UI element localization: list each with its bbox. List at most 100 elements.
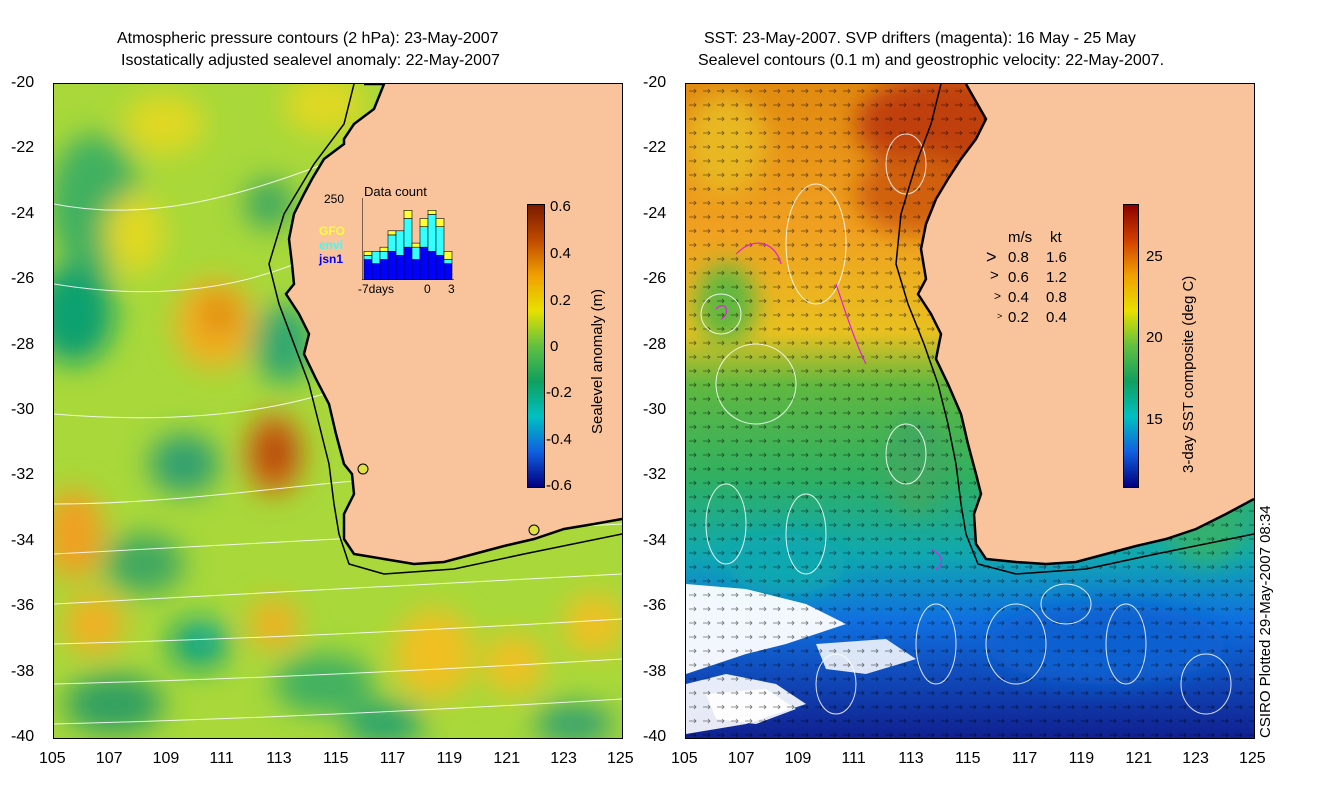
data-count-bar-envi: [371, 250, 381, 264]
data-count-bar-jsn1: [387, 250, 397, 280]
cbar-tick: -0.2: [546, 384, 572, 401]
lon-tick-label: 107: [95, 750, 123, 767]
anomaly-blobs: [54, 84, 622, 738]
data-count-bar-envi: [419, 226, 429, 248]
speed-kt: 0.4: [1046, 309, 1067, 326]
coastline: [916, 84, 1254, 566]
lon-tick-label: 121: [1125, 750, 1153, 767]
inset-title: Data count: [364, 184, 427, 199]
lat-tick-label: -28: [643, 335, 667, 353]
lat-tick-label: -24: [11, 204, 35, 222]
data-count-bar-jsn1: [435, 255, 445, 280]
lat-tick-label: -20: [11, 74, 35, 91]
lon-tick-label: 109: [152, 750, 180, 767]
speed-arrow-icon: >: [994, 289, 1002, 303]
lon-tick-label: 119: [1068, 750, 1095, 767]
lon-tick-label: 123: [1182, 750, 1209, 767]
data-count-bar-gfo: [443, 250, 453, 260]
lat-tick-label: -38: [11, 662, 35, 680]
cbar-tick: -0.4: [546, 431, 572, 448]
data-count-bar-jsn1: [395, 255, 405, 280]
data-count-bar-gfo: [419, 218, 429, 227]
sealevel-contours: [700, 133, 1232, 715]
speed-header-ms: m/s: [1008, 229, 1033, 246]
lon-tick-label: 111: [209, 750, 234, 767]
speed-arrow-icon: >: [986, 247, 997, 267]
inset-xlabel-zero: 0: [424, 282, 431, 296]
shelf-200m: [895, 84, 1254, 575]
cbar-tick: 25: [1146, 248, 1163, 265]
data-count-bar-gfo: [403, 210, 413, 219]
legend-jsn1: jsn1: [319, 252, 344, 266]
lat-tick-label: -36: [643, 597, 667, 615]
lon-tick-label: 123: [550, 750, 577, 767]
speed-ms: 0.8: [1008, 249, 1029, 266]
lon-tick-label: 107: [727, 750, 755, 767]
lat-tick-label: -34: [11, 531, 35, 549]
data-count-bar-envi: [395, 230, 405, 256]
lon-tick-label: 105: [39, 750, 66, 767]
inset-xlabel-end: 3: [448, 282, 455, 296]
lon-tick-label: 117: [379, 750, 406, 767]
lon-tick-label: 105: [671, 750, 698, 767]
lon-tick-label: 115: [323, 750, 349, 767]
left-title-line2: Isostatically adjusted sealevel anomaly:…: [121, 52, 500, 69]
sealevel-colorbar: [527, 204, 545, 488]
lon-tick-label: 113: [266, 750, 292, 767]
sst-colorbar: [1123, 204, 1139, 488]
speed-kt: 0.8: [1046, 289, 1067, 306]
sealevel-colorbar-label: Sealevel anomaly (m): [589, 288, 606, 434]
lon-tick-label: 125: [607, 750, 634, 767]
lat-tick-label: -20: [643, 74, 667, 91]
lon-tick-label: 119: [436, 750, 463, 767]
lat-tick-label: -34: [643, 531, 667, 549]
station-marker: [357, 463, 369, 475]
speed-kt: 1.2: [1046, 269, 1067, 286]
data-count-bar-gfo: [387, 230, 397, 236]
data-count-inset: Data count 250 GFO envi jsn1 -7days 0 3: [319, 184, 504, 296]
data-count-bar-gfo: [427, 210, 437, 215]
cbar-tick: 0.4: [550, 245, 571, 262]
lat-tick-label: -32: [643, 466, 667, 484]
coastline: [284, 84, 622, 566]
legend-envi: envi: [319, 238, 344, 252]
speed-arrow-icon: >: [990, 267, 999, 284]
cbar-tick: 0.2: [550, 292, 571, 309]
lat-tick-label: -22: [643, 139, 667, 157]
cbar-tick: 20: [1146, 329, 1163, 346]
data-count-bar-envi: [411, 246, 421, 260]
speed-ms: 0.4: [1008, 289, 1029, 306]
lat-tick-label: -30: [643, 401, 667, 418]
inset-ymax: 250: [324, 192, 345, 206]
lon-tick-label: 115: [955, 750, 981, 767]
sst-field: [686, 84, 1254, 738]
data-count-bar-jsn1: [411, 259, 421, 280]
sst-colorbar-gradient: [1124, 205, 1138, 487]
inset-xlabel-start: -7days: [358, 282, 395, 296]
data-count-bar-envi: [363, 255, 373, 260]
lon-tick-label: 109: [784, 750, 812, 767]
lon-tick-label: 113: [898, 750, 924, 767]
lat-tick-label: -36: [11, 597, 35, 615]
lat-tick-label: -32: [11, 466, 35, 484]
speed-ms: 0.2: [1008, 309, 1029, 326]
speed-legend: m/s kt > 0.8 1.6 > 0.6 1.2 > 0.4 0.8 > 0…: [986, 229, 1096, 349]
cbar-tick: 0: [550, 338, 559, 355]
data-count-bar-gfo: [379, 246, 389, 252]
speed-header-kt: kt: [1050, 229, 1062, 246]
sst-colorbar-label: 3-day SST composite (deg C): [1180, 275, 1197, 473]
lon-tick-label: 117: [1011, 750, 1038, 767]
data-count-bar-jsn1: [371, 263, 381, 280]
lat-tick-label: -30: [11, 401, 35, 418]
left-title-line1: Atmospheric pressure contours (2 hPa): 2…: [117, 30, 499, 47]
land-mask: [918, 84, 1254, 564]
sst-map: m/s kt > 0.8 1.6 > 0.6 1.2 > 0.4 0.8 > 0…: [685, 83, 1255, 739]
lat-tick-label: -28: [11, 335, 35, 353]
svp-drifter-tracks: [715, 242, 943, 570]
data-count-bar-envi: [443, 259, 453, 264]
data-count-bar-envi: [427, 214, 437, 252]
lat-tick-label: -22: [11, 139, 35, 157]
data-count-bar-jsn1: [363, 259, 373, 280]
lon-tick-label: 125: [1239, 750, 1266, 767]
data-count-bar-jsn1: [443, 263, 453, 280]
